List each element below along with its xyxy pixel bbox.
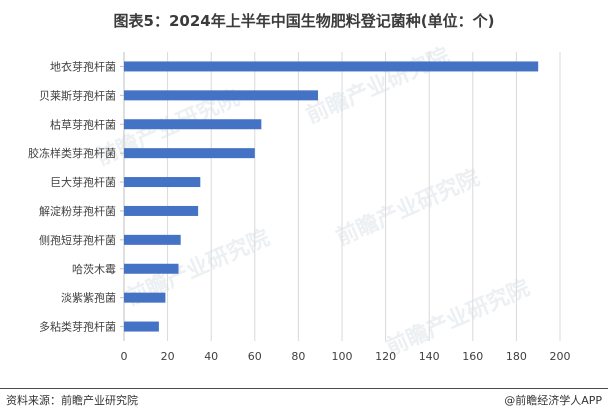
x-tick-label: 20	[161, 350, 175, 363]
bar	[124, 61, 539, 72]
x-tick-label: 180	[506, 350, 527, 363]
x-tick-label: 120	[375, 350, 396, 363]
category-label: 淡紫紫孢菌	[61, 292, 116, 305]
category-label: 巨大芽孢杆菌	[50, 175, 116, 189]
category-label: 胶冻样类芽孢杆菌	[28, 146, 116, 160]
x-tick-label: 200	[550, 350, 571, 363]
x-tick-label: 160	[462, 350, 483, 363]
bar	[124, 90, 319, 101]
category-label: 多粘类芽孢杆菌	[39, 320, 116, 334]
category-label: 哈茨木霉	[72, 262, 116, 276]
bars	[124, 61, 539, 332]
bar	[124, 205, 199, 216]
credit-note: @前瞻经济学人APP	[504, 394, 602, 407]
x-tick-label: 40	[204, 350, 218, 363]
bar	[124, 292, 166, 303]
bar	[124, 119, 262, 130]
x-tick-label: 100	[332, 350, 353, 363]
x-tick-label: 60	[248, 350, 262, 363]
category-label: 地衣芽孢杆菌	[50, 59, 116, 73]
x-tick-label: 80	[291, 350, 305, 363]
category-label: 枯草芽孢杆菌	[50, 117, 116, 131]
chart-title: 图表5：2024年上半年中国生物肥料登记菌种(单位：个)	[113, 12, 495, 30]
category-label: 贝莱斯芽孢杆菌	[39, 88, 116, 102]
x-tick-label: 140	[419, 350, 440, 363]
category-label: 解淀粉芽孢杆菌	[39, 204, 116, 218]
source-note: 资料来源：前瞻产业研究院	[6, 394, 138, 407]
footer-divider	[0, 388, 608, 389]
bar	[124, 263, 179, 274]
bar	[124, 321, 159, 332]
bar	[124, 234, 181, 245]
x-tick-labels: 0 20 40 60 80 100 120 140 160 180 200	[121, 350, 571, 363]
category-label: 侧孢短芽孢杆菌	[39, 233, 116, 247]
bar	[124, 177, 201, 188]
category-labels: 地衣芽孢杆菌贝莱斯芽孢杆菌枯草芽孢杆菌胶冻样类芽孢杆菌巨大芽孢杆菌解淀粉芽孢杆菌…	[28, 59, 116, 333]
x-tick-label: 0	[121, 350, 128, 363]
bar	[124, 148, 255, 159]
